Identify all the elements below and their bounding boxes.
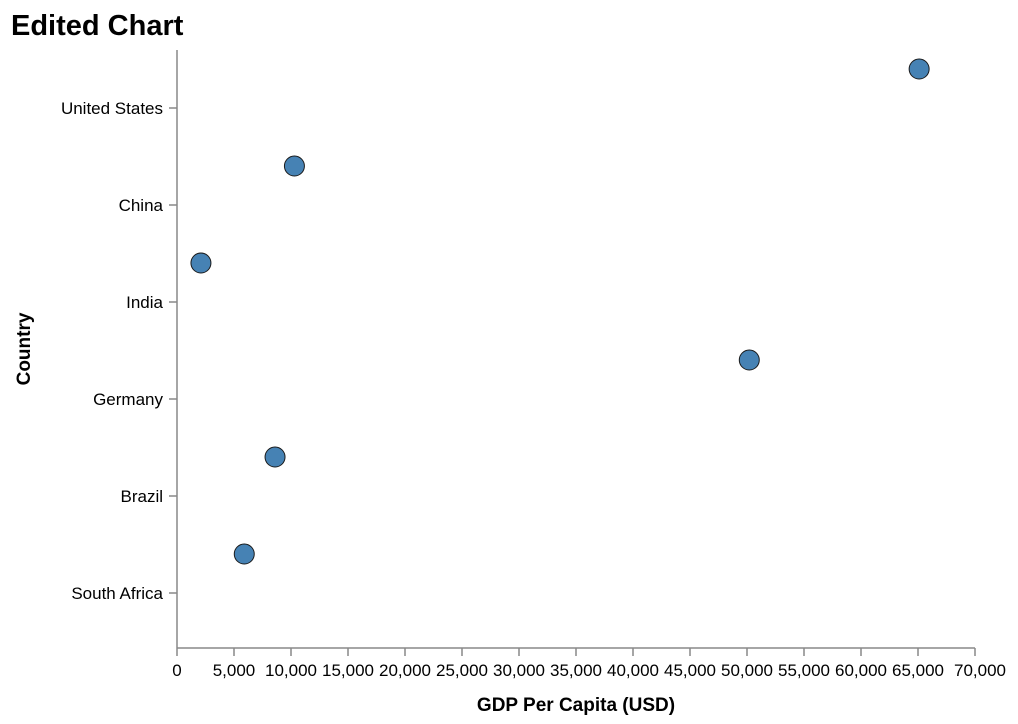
- x-tick-label: 55,000: [778, 661, 830, 680]
- x-tick-label: 5,000: [213, 661, 256, 680]
- x-axis-title: GDP Per Capita (USD): [477, 695, 675, 716]
- data-point-germany: [738, 349, 760, 371]
- y-ticks: United States China India Germany Brazil Sout…: [61, 99, 177, 603]
- y-tick-label: India: [126, 293, 163, 312]
- data-point-india: [190, 252, 212, 274]
- y-tick-label: Brazil: [120, 487, 163, 506]
- data-point-brazil: [264, 446, 286, 468]
- x-tick-label: 40,000: [607, 661, 659, 680]
- x-tick-label: 30,000: [493, 661, 545, 680]
- y-tick-label: China: [119, 196, 164, 215]
- data-point-united-states: [908, 58, 930, 80]
- x-tick-label: 50,000: [721, 661, 773, 680]
- x-tick-label: 65,000: [892, 661, 944, 680]
- y-tick-label: United States: [61, 99, 163, 118]
- x-tick-label: 35,000: [550, 661, 602, 680]
- x-tick-label: 60,000: [835, 661, 887, 680]
- x-tick-label: 45,000: [664, 661, 716, 680]
- y-axis-title: Country: [14, 312, 35, 385]
- data-point-south-africa: [233, 543, 255, 565]
- x-tick-label: 70,000: [954, 661, 1006, 680]
- y-tick-label: Germany: [93, 390, 163, 409]
- data-points: [190, 58, 930, 565]
- x-tick-label: 0: [172, 661, 181, 680]
- x-tick-label: 15,000: [322, 661, 374, 680]
- x-ticks: 0 5,000 10,000 15,000 20,000 25,000 30,000 35,0…: [172, 648, 1006, 680]
- x-tick-label: 25,000: [436, 661, 488, 680]
- chart-title: Edited Chart: [11, 10, 184, 42]
- data-point-china: [283, 155, 305, 177]
- x-tick-label: 10,000: [265, 661, 317, 680]
- x-tick-label: 20,000: [379, 661, 431, 680]
- y-tick-label: South Africa: [71, 584, 163, 603]
